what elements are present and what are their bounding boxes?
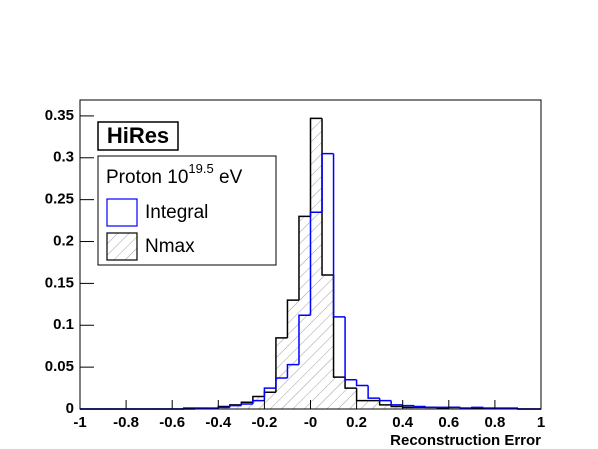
x-tick-label: -0.4 [205, 414, 232, 431]
legend-title-unit: eV [214, 167, 243, 188]
histogram-step [298, 314, 311, 365]
histogram-step [378, 398, 392, 402]
histogram-step [425, 406, 438, 409]
histogram-step [229, 404, 242, 408]
bar-fill [229, 404, 242, 409]
y-tick-label: 0 [66, 400, 74, 417]
bar-fill [448, 407, 461, 409]
x-tick-label: 0.8 [484, 414, 505, 431]
legend-entries: Integral Nmax [106, 198, 208, 261]
x-tick-label: -0 [304, 414, 317, 431]
bar-fill [391, 406, 403, 409]
y-tick-label: 0.2 [53, 232, 74, 249]
bar-fill [356, 400, 369, 409]
histogram-step [413, 405, 426, 408]
y-tick-label: 0.3 [53, 149, 74, 166]
histogram-step [298, 215, 311, 301]
bar-fill [275, 337, 288, 409]
bar-fill [368, 400, 380, 409]
y-tick-label: 0.25 [45, 191, 74, 208]
bar-fill [402, 407, 415, 409]
histogram-step [332, 153, 346, 318]
bar-fill [425, 407, 438, 409]
x-tick-label: 0.2 [346, 414, 367, 431]
histogram-step [309, 211, 323, 316]
histogram-step [367, 385, 380, 399]
legend-swatch [106, 198, 138, 227]
histogram-step [401, 404, 415, 407]
bar-fill [345, 388, 357, 409]
x-tick-label: -0.8 [113, 414, 139, 431]
y-tick-label: 0.35 [45, 107, 74, 124]
histogram-step [378, 400, 392, 406]
histogram-step [344, 377, 357, 389]
x-tick-label: -1 [73, 414, 86, 431]
histogram-step [401, 406, 415, 409]
histogram-step [263, 387, 276, 401]
x-axis-label: Reconstruction Error [390, 432, 541, 449]
annotation-box [97, 121, 179, 151]
histogram-step [309, 117, 323, 217]
bar-fill [264, 392, 276, 409]
legend-title-base: Proton 10 [106, 167, 188, 188]
histogram-step [275, 337, 288, 393]
histogram-step [355, 379, 369, 387]
annotation: HiRes [107, 123, 169, 148]
histogram-step [275, 377, 288, 389]
histogram-step [286, 363, 299, 379]
y-tick-label: 0.1 [53, 316, 74, 333]
legend-label: Integral [145, 202, 208, 223]
legend-title: Proton 1019.5 eV [106, 161, 243, 188]
x-tick-label: -0.2 [251, 414, 277, 431]
bar-fill [379, 404, 392, 409]
x-tick-label: 0.6 [438, 414, 459, 431]
bar-fill [298, 216, 311, 409]
bar-fill [287, 300, 299, 409]
x-tick-label: 0.4 [392, 414, 414, 431]
bar-fill [414, 407, 426, 409]
histogram-step [286, 299, 299, 338]
histogram-step [344, 316, 357, 381]
legend-label: Nmax [145, 236, 195, 257]
histogram-step [459, 407, 472, 409]
y-tick-label: 0.05 [45, 358, 74, 375]
histogram-step [217, 406, 230, 409]
histogram-step [390, 400, 403, 406]
histogram-step [321, 152, 334, 213]
x-tick-label: 1 [537, 414, 545, 431]
x-tick-label: -0.6 [159, 414, 185, 431]
legend-title-exponent: 19.5 [188, 161, 213, 176]
histogram-step [482, 407, 495, 409]
bar-fill [241, 402, 253, 409]
legend-swatch [106, 232, 138, 261]
histogram-step [471, 406, 484, 409]
histogram-step [240, 403, 253, 406]
bar-fill [252, 396, 265, 409]
y-tick-label: 0.15 [45, 274, 74, 291]
bar-fill [322, 275, 334, 409]
bar-fill [310, 118, 323, 410]
histogram-step [252, 399, 265, 404]
bar-fill [333, 377, 346, 409]
